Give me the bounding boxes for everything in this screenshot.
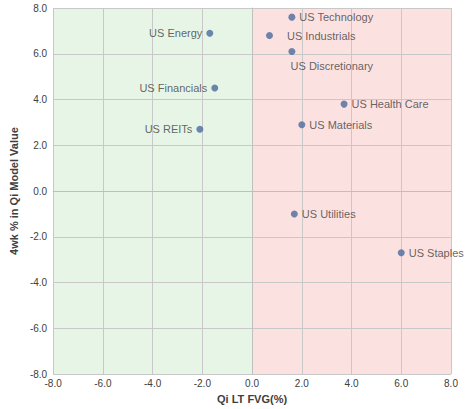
svg-text:2.0: 2.0 xyxy=(33,140,47,151)
svg-text:US Discretionary: US Discretionary xyxy=(291,60,374,72)
svg-text:-2.0: -2.0 xyxy=(30,231,48,242)
svg-text:0.0: 0.0 xyxy=(245,378,259,389)
svg-text:4.0: 4.0 xyxy=(345,378,359,389)
svg-text:6.0: 6.0 xyxy=(394,378,408,389)
svg-text:6.0: 6.0 xyxy=(33,48,47,59)
svg-text:-6.0: -6.0 xyxy=(30,323,48,334)
svg-text:4wk % in Qi Model Value: 4wk % in Qi Model Value xyxy=(8,127,20,255)
svg-text:-4.0: -4.0 xyxy=(30,277,48,288)
svg-text:US Financials: US Financials xyxy=(139,82,207,94)
svg-text:8.0: 8.0 xyxy=(33,3,47,14)
svg-text:-4.0: -4.0 xyxy=(144,378,162,389)
svg-text:4.0: 4.0 xyxy=(33,94,47,105)
svg-text:US Health Care: US Health Care xyxy=(352,98,429,110)
svg-text:US Energy: US Energy xyxy=(149,27,203,39)
svg-text:US REITs: US REITs xyxy=(145,123,193,135)
svg-text:US Utilities: US Utilities xyxy=(302,208,356,220)
svg-text:US Materials: US Materials xyxy=(309,119,372,131)
svg-text:0.0: 0.0 xyxy=(33,186,47,197)
svg-text:Qi LT FVG(%): Qi LT FVG(%) xyxy=(217,393,287,405)
svg-text:-2.0: -2.0 xyxy=(194,378,212,389)
svg-text:-8.0: -8.0 xyxy=(45,378,63,389)
svg-text:US Technology: US Technology xyxy=(299,11,373,23)
svg-text:-8.0: -8.0 xyxy=(29,368,48,380)
svg-text:US Staples: US Staples xyxy=(409,247,465,259)
svg-text:US Industrials: US Industrials xyxy=(287,30,356,42)
svg-text:2.0: 2.0 xyxy=(295,378,309,389)
svg-text:8.0: 8.0 xyxy=(444,378,458,389)
svg-text:-6.0: -6.0 xyxy=(94,378,112,389)
